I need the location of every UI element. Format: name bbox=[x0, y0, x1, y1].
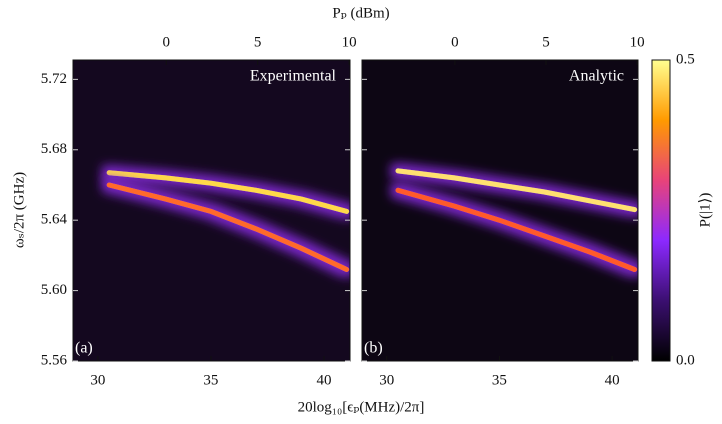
ridge-line bbox=[395, 168, 638, 213]
x-tick-label: 40 bbox=[605, 372, 620, 388]
x-tick-label: 40 bbox=[316, 372, 331, 388]
x-tick-label: 35 bbox=[203, 372, 218, 388]
plot-frame bbox=[361, 59, 639, 362]
top-tick-label: 10 bbox=[630, 34, 645, 50]
y-tick-label: 5.56 bbox=[41, 352, 68, 368]
panel-label: (a) bbox=[75, 340, 93, 357]
colorbar-label: P(|1⟩) bbox=[697, 193, 713, 228]
top-tick-label: 5 bbox=[254, 34, 262, 50]
y-tick-label: 5.64 bbox=[41, 212, 68, 228]
x-axis-label: 20log₁₀[ϵₚ(MHz)/2π] bbox=[298, 399, 425, 415]
colorbar bbox=[651, 59, 671, 362]
panel-title: Experimental bbox=[250, 68, 337, 85]
top-tick-label: 10 bbox=[342, 34, 357, 50]
panel-label: (b) bbox=[364, 340, 383, 357]
y-tick-label: 5.68 bbox=[41, 141, 67, 157]
y-tick-label: 5.60 bbox=[41, 282, 67, 298]
plot-area bbox=[73, 79, 350, 272]
ridge-line bbox=[106, 170, 350, 214]
plot-frame bbox=[72, 59, 351, 362]
top-tick-label: 5 bbox=[542, 34, 550, 50]
ridge-line bbox=[106, 182, 350, 272]
panel-title: Analytic bbox=[569, 68, 624, 85]
x-tick-label: 30 bbox=[379, 372, 394, 388]
colorbar-tick-label: 0.0 bbox=[676, 352, 695, 368]
plot-background bbox=[362, 60, 638, 361]
ridge-line bbox=[395, 187, 638, 272]
top-axis-label: Pₚ (dBm) bbox=[332, 5, 389, 21]
x-tick-label: 30 bbox=[90, 372, 105, 388]
y-axis-label: ωₛ/2π (GHz) bbox=[11, 172, 27, 248]
top-tick-label: 0 bbox=[451, 34, 459, 50]
top-tick-label: 0 bbox=[162, 34, 170, 50]
plot-area bbox=[362, 68, 638, 272]
colorbar-tick-label: 0.5 bbox=[676, 51, 695, 67]
x-tick-label: 35 bbox=[492, 372, 507, 388]
y-tick-label: 5.72 bbox=[41, 71, 67, 87]
